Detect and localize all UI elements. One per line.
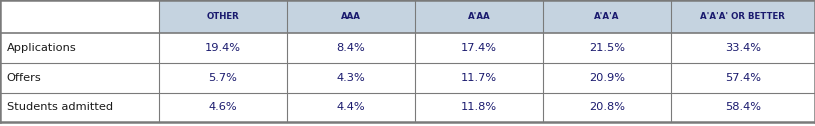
Bar	[671, 0, 815, 33]
Text: 5.7%: 5.7%	[209, 73, 237, 83]
Text: 21.5%: 21.5%	[588, 43, 625, 53]
Text: 33.4%: 33.4%	[725, 43, 761, 53]
Text: 20.9%: 20.9%	[588, 73, 625, 83]
Text: A'A'A: A'A'A	[594, 12, 619, 21]
Text: 4.6%: 4.6%	[209, 102, 237, 112]
Text: 4.4%: 4.4%	[337, 102, 365, 112]
Text: 11.8%: 11.8%	[460, 102, 497, 112]
Text: Offers: Offers	[7, 73, 42, 83]
Text: 8.4%: 8.4%	[337, 43, 365, 53]
Text: OTHER: OTHER	[206, 12, 240, 21]
Bar	[287, 0, 415, 33]
Bar	[415, 0, 543, 33]
Text: 20.8%: 20.8%	[588, 102, 625, 112]
Text: A'AA: A'AA	[468, 12, 490, 21]
Text: 58.4%: 58.4%	[725, 102, 761, 112]
Text: 11.7%: 11.7%	[460, 73, 497, 83]
Text: A'A'A' OR BETTER: A'A'A' OR BETTER	[700, 12, 786, 21]
Text: 4.3%: 4.3%	[337, 73, 365, 83]
Text: Applications: Applications	[7, 43, 77, 53]
Text: AAA: AAA	[341, 12, 361, 21]
Text: Students admitted: Students admitted	[7, 102, 112, 112]
Bar	[543, 0, 671, 33]
Text: 57.4%: 57.4%	[725, 73, 761, 83]
Bar	[159, 0, 287, 33]
Text: 17.4%: 17.4%	[460, 43, 497, 53]
Text: 19.4%: 19.4%	[205, 43, 241, 53]
